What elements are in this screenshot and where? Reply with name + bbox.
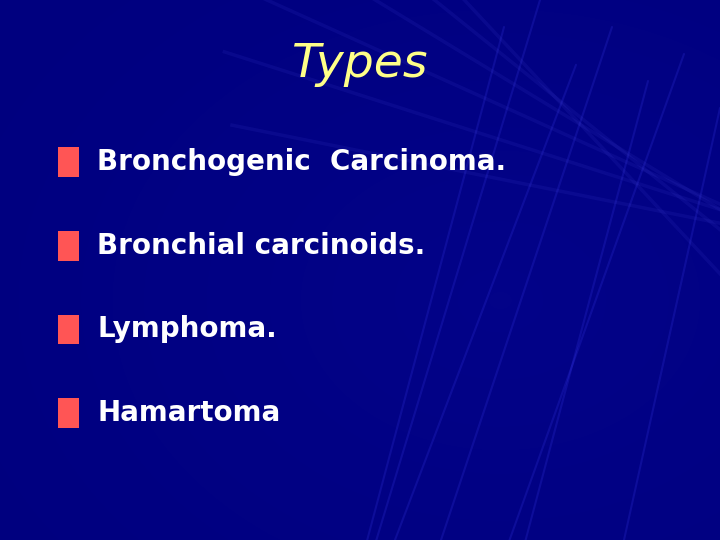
FancyBboxPatch shape [58, 231, 79, 261]
FancyBboxPatch shape [58, 399, 79, 428]
FancyBboxPatch shape [58, 314, 79, 345]
Text: Bronchial carcinoids.: Bronchial carcinoids. [97, 232, 426, 260]
Text: Bronchogenic  Carcinoma.: Bronchogenic Carcinoma. [97, 148, 506, 176]
Text: Lymphoma.: Lymphoma. [97, 315, 277, 343]
Text: Types: Types [292, 42, 428, 87]
Text: Hamartoma: Hamartoma [97, 399, 281, 427]
FancyBboxPatch shape [58, 147, 79, 177]
